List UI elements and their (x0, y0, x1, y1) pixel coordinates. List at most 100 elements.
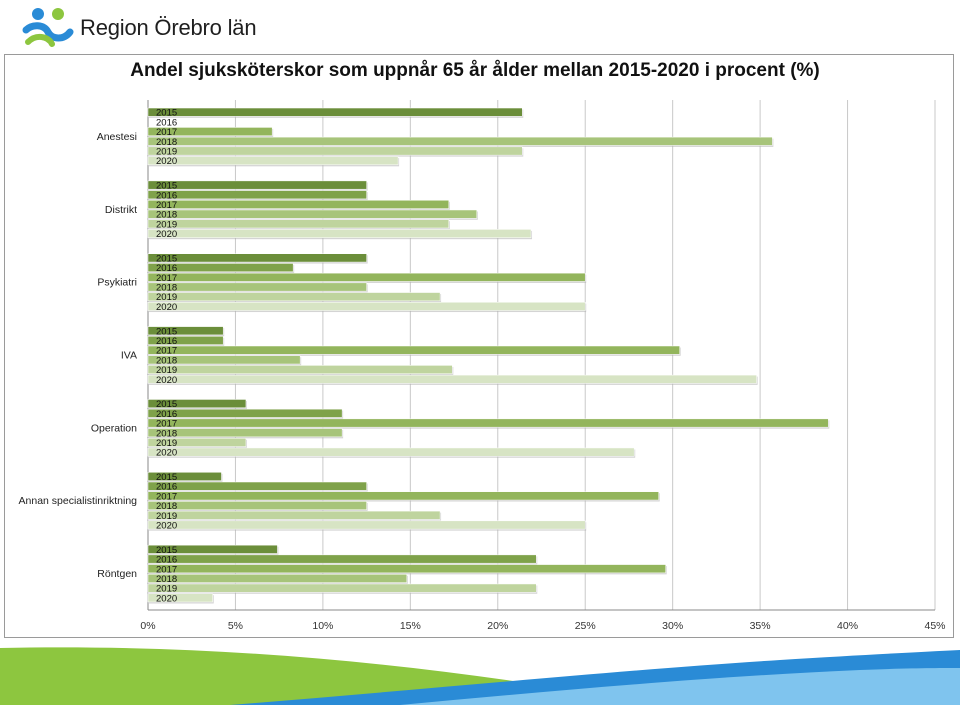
bar-year-label: 2019 (156, 584, 177, 595)
bar (147, 374, 757, 384)
bar-year-label: 2016 (156, 117, 177, 128)
bar-year-label: 2018 (156, 355, 177, 366)
bar (147, 136, 773, 146)
bar-year-label: 2018 (156, 137, 177, 148)
bar-year-label: 2017 (156, 564, 177, 575)
bar (147, 292, 441, 302)
bar (147, 253, 367, 263)
bar-year-label: 2020 (156, 448, 177, 459)
bar-year-label: 2015 (156, 399, 177, 410)
x-tick-label: 15% (400, 620, 421, 632)
bar-year-label: 2015 (156, 326, 177, 337)
bar-year-label: 2017 (156, 273, 177, 284)
bar (147, 326, 224, 336)
header-logo: Region Örebro län (22, 4, 257, 52)
chart-title: Andel sjuksköterskor som uppnår 65 år ål… (130, 60, 820, 81)
bar (147, 282, 367, 292)
x-tick-label: 45% (924, 620, 945, 632)
bar (147, 336, 224, 345)
bar-year-label: 2020 (156, 375, 177, 386)
region-orebro-logo-icon (22, 8, 74, 47)
bar (147, 229, 532, 238)
x-tick-label: 20% (487, 620, 508, 632)
bar-year-label: 2019 (156, 365, 177, 376)
x-tick-label: 40% (837, 620, 858, 632)
bar-year-label: 2019 (156, 147, 177, 158)
x-tick-label: 30% (662, 620, 683, 632)
bar (147, 365, 453, 374)
bar-year-label: 2018 (156, 428, 177, 439)
bar-year-label: 2019 (156, 438, 177, 449)
bar (147, 408, 343, 418)
bar-year-label: 2016 (156, 263, 177, 274)
bar (147, 345, 680, 355)
bar-chart: 0% 5% 10% 15% 20% 25% 30% 35% 40% 45% Anestesi 2015… (19, 100, 946, 632)
bar-year-label: 2019 (156, 219, 177, 230)
x-tick-label: 35% (750, 620, 771, 632)
bar (147, 554, 537, 564)
bar-year-label: 2015 (156, 108, 177, 119)
bar (147, 190, 367, 200)
bar (147, 510, 441, 520)
bar (147, 209, 478, 219)
bar-year-label: 2017 (156, 346, 177, 357)
bar-year-label: 2020 (156, 229, 177, 240)
category-label: Distrikt (105, 204, 137, 216)
bar-year-label: 2016 (156, 336, 177, 347)
bar (147, 447, 635, 457)
x-tick-label: 25% (575, 620, 596, 632)
category-label: Operation (91, 422, 137, 434)
x-tick-label: 10% (312, 620, 333, 632)
bar-year-label: 2017 (156, 419, 177, 430)
bar (147, 301, 586, 311)
x-tick-label: 0% (140, 620, 155, 632)
bar-year-label: 2020 (156, 156, 177, 167)
bar (147, 272, 586, 282)
bar (147, 219, 450, 229)
bar-year-label: 2015 (156, 253, 177, 264)
footer-wave (0, 640, 960, 705)
category-label: IVA (121, 350, 137, 362)
bar (147, 399, 247, 409)
bar (147, 501, 367, 510)
bar (147, 107, 523, 117)
category-label: Röntgen (97, 568, 137, 580)
bar-year-label: 2020 (156, 302, 177, 313)
bar-year-label: 2020 (156, 521, 177, 532)
bar-year-label: 2015 (156, 181, 177, 192)
bar (147, 574, 408, 583)
bar (147, 544, 278, 554)
bar (147, 263, 294, 272)
bar-year-label: 2015 (156, 472, 177, 483)
bar (147, 472, 222, 481)
bar (147, 583, 537, 593)
bar (147, 127, 273, 136)
bar (147, 180, 367, 190)
bar-year-label: 2018 (156, 501, 177, 512)
bar-year-label: 2017 (156, 127, 177, 138)
bar (147, 481, 367, 491)
logo-text: Region Örebro län (80, 15, 257, 40)
bar-year-label: 2017 (156, 200, 177, 211)
bar-year-label: 2019 (156, 511, 177, 522)
bar-year-label: 2018 (156, 283, 177, 294)
bar (147, 156, 399, 166)
bar (147, 520, 586, 530)
bar (147, 418, 829, 428)
bar (147, 200, 450, 209)
bar-year-label: 2016 (156, 555, 177, 566)
bar (147, 355, 301, 365)
bar-year-label: 2016 (156, 409, 177, 420)
bar-year-label: 2018 (156, 210, 177, 221)
bar (147, 593, 213, 603)
bar-year-label: 2017 (156, 491, 177, 502)
category-label: Anestesi (97, 131, 137, 143)
category-label: Psykiatri (97, 277, 137, 289)
bar-year-label: 2019 (156, 292, 177, 303)
bar (147, 491, 659, 501)
x-tick-label: 5% (228, 620, 243, 632)
category-label: Annan specialistinriktning (19, 495, 138, 507)
bar-year-label: 2016 (156, 482, 177, 493)
bar-year-label: 2016 (156, 190, 177, 201)
bar-year-label: 2020 (156, 593, 177, 604)
